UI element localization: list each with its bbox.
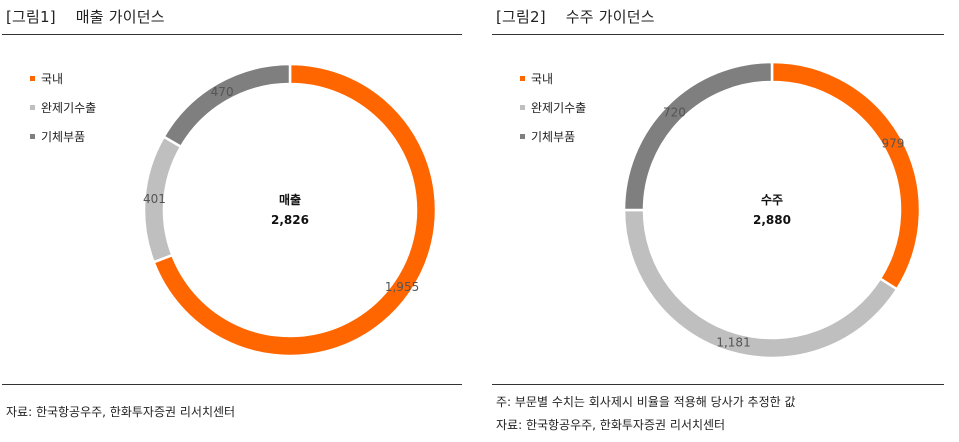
top-rule [492, 34, 944, 35]
legend-swatch [30, 76, 35, 81]
chart-title: [그림2] 수주 가이던스 [496, 8, 655, 26]
legend-item-domestic: 국내 [30, 64, 96, 93]
donut-slice-2 [162, 62, 292, 149]
legend-label: 국내 [531, 72, 554, 86]
legend-label: 완제기수출 [531, 101, 587, 115]
bottom-rule [492, 384, 944, 385]
slice-value-label: 401 [143, 192, 166, 206]
legend: 국내 완제기수출 기체부품 [520, 64, 586, 151]
top-rule [2, 34, 462, 35]
source-note: 자료: 한국항공우주, 한화투자증권 리서치센터 [496, 418, 726, 432]
slice-value-label: 1,955 [385, 280, 419, 294]
donut-chart-orders: 979 1,181 720 수주 2,880 [622, 60, 922, 360]
center-value: 2,826 [271, 213, 309, 227]
slice-value-label: 1,181 [716, 336, 750, 350]
chart-panel-sales: [그림1] 매출 가이던스 국내 완제기수출 기체부품 1,955 401 470 매… [0, 0, 470, 442]
legend-item-export: 완제기수출 [30, 93, 96, 122]
donut-slice-1 [622, 208, 899, 360]
legend-item-domestic: 국내 [520, 64, 586, 93]
legend-label: 기체부품 [41, 130, 86, 144]
legend-label: 기체부품 [531, 130, 576, 144]
donut-slice-0 [770, 60, 922, 291]
legend-swatch [520, 134, 525, 139]
donut-slice-0 [152, 62, 438, 358]
chart-title: [그림1] 매출 가이던스 [6, 8, 165, 26]
legend-swatch [520, 76, 525, 81]
legend-label: 국내 [41, 72, 64, 86]
center-label: 매출 [279, 192, 301, 207]
legend: 국내 완제기수출 기체부품 [30, 64, 96, 151]
footnote: 주: 부문별 수치는 회사제시 비율을 적용해 당사가 추정한 값 [496, 395, 796, 409]
source-note: 자료: 한국항공우주, 한화투자증권 리서치센터 [6, 405, 236, 419]
legend-item-export: 완제기수출 [520, 93, 586, 122]
legend-item-parts: 기체부품 [520, 122, 586, 151]
chart-panel-orders: [그림2] 수주 가이던스 국내 완제기수출 기체부품 979 1,181 720 수… [490, 0, 959, 442]
legend-swatch [520, 105, 525, 110]
donut-slice-2 [622, 60, 774, 212]
legend-item-parts: 기체부품 [30, 122, 96, 151]
center-value: 2,880 [753, 213, 791, 227]
slice-value-label: 720 [663, 105, 686, 119]
legend-label: 완제기수출 [41, 101, 97, 115]
slice-value-label: 979 [881, 136, 904, 150]
slice-value-label: 470 [211, 85, 234, 99]
center-label: 수주 [761, 193, 783, 207]
legend-swatch [30, 105, 35, 110]
donut-chart-sales: 1,955 401 470 매출 2,826 [142, 62, 438, 358]
legend-swatch [30, 134, 35, 139]
bottom-rule [2, 384, 462, 385]
